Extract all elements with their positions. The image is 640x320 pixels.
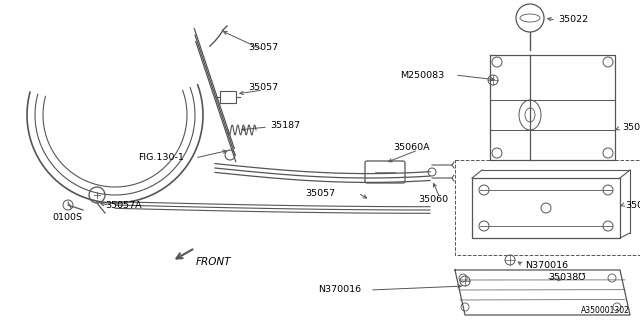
Text: 35053: 35053 bbox=[625, 201, 640, 210]
Text: 0100S: 0100S bbox=[52, 213, 82, 222]
Text: 35057A: 35057A bbox=[105, 201, 141, 210]
Text: 35010: 35010 bbox=[622, 124, 640, 132]
Text: FIG.130-1: FIG.130-1 bbox=[138, 154, 184, 163]
Text: 35057: 35057 bbox=[305, 188, 335, 197]
Text: A350001302: A350001302 bbox=[581, 306, 630, 315]
Text: 35057: 35057 bbox=[248, 84, 278, 92]
Text: M250083: M250083 bbox=[400, 70, 444, 79]
Text: 35187: 35187 bbox=[270, 121, 300, 130]
Text: 35022: 35022 bbox=[558, 15, 588, 25]
Text: 35060: 35060 bbox=[418, 196, 448, 204]
Text: N370016: N370016 bbox=[318, 285, 361, 294]
Text: 35057: 35057 bbox=[248, 44, 278, 52]
Text: 35060A: 35060A bbox=[393, 143, 429, 153]
Text: 35038Ʊ: 35038Ʊ bbox=[548, 274, 586, 283]
Text: N370016: N370016 bbox=[525, 260, 568, 269]
Text: FRONT: FRONT bbox=[196, 257, 232, 267]
